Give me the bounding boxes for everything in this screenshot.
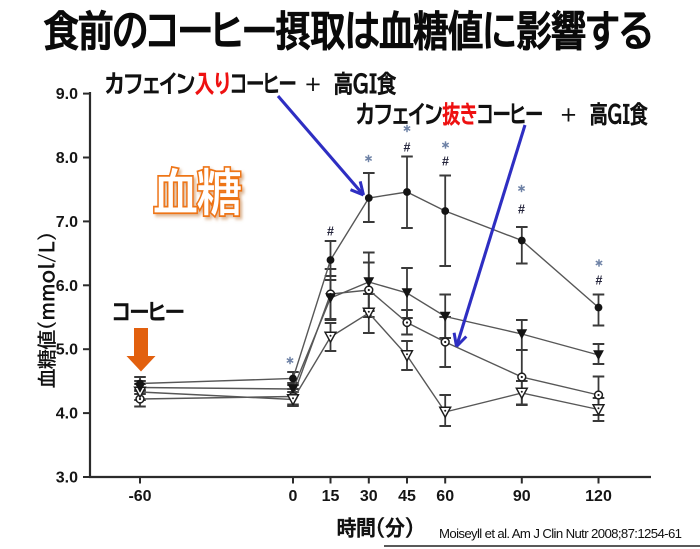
svg-text:5.0: 5.0 (56, 342, 78, 359)
svg-text:90: 90 (513, 488, 531, 505)
svg-text:120: 120 (585, 488, 612, 505)
svg-text:9.0: 9.0 (56, 86, 78, 103)
svg-text:#: # (596, 274, 603, 288)
svg-text:15: 15 (322, 488, 340, 505)
svg-text:4.0: 4.0 (56, 406, 78, 423)
svg-text:8.0: 8.0 (56, 150, 78, 167)
svg-text:#: # (442, 155, 449, 169)
svg-text:6.0: 6.0 (56, 278, 78, 295)
svg-text:60: 60 (436, 488, 454, 505)
svg-text:3.0: 3.0 (56, 470, 78, 487)
svg-text:7.0: 7.0 (56, 214, 78, 231)
svg-text:#: # (327, 225, 334, 239)
svg-text:45: 45 (398, 488, 416, 505)
svg-text:#: # (404, 141, 411, 155)
svg-text:-60: -60 (128, 488, 151, 505)
svg-text:30: 30 (360, 488, 378, 505)
svg-text:#: # (518, 203, 525, 217)
svg-text:0: 0 (289, 488, 298, 505)
svg-text:Moiseyll et al. Am J Clin Nutr: Moiseyll et al. Am J Clin Nutr 2008;87:1… (439, 526, 682, 541)
